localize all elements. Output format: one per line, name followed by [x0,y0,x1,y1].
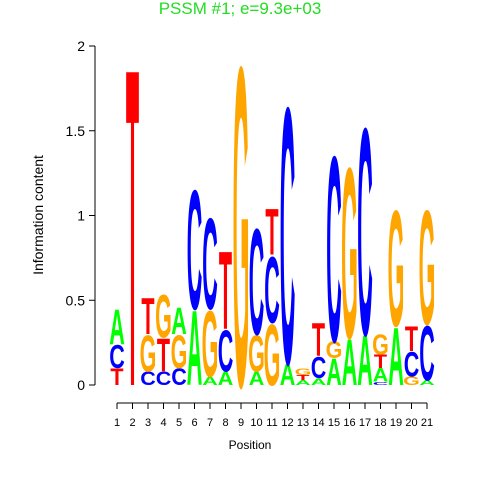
logo-letter: G [372,330,389,362]
y-tick-label: 2 [77,38,85,54]
logo-letter: A [202,374,218,388]
x-tick-label: 17 [359,417,371,429]
x-tick-label: 7 [207,417,213,429]
logo-letter: C [373,381,389,386]
x-tick-label: 3 [145,417,151,429]
logo-letter: A [109,300,125,356]
logo-letter: C [326,101,342,397]
logo-letter: A [388,310,404,403]
x-tick-label: 12 [281,417,293,429]
y-tick-label: 1 [77,208,85,224]
x-tick-label: 11 [266,417,277,429]
y-tick-label: 0.5 [66,292,86,308]
x-tick-label: 13 [297,417,309,429]
logo-letter: A [187,289,203,408]
logo-letter: T [110,364,123,390]
logo-letter: C [311,350,327,385]
logo-letter: C [109,338,125,375]
logo-letter: A [326,351,342,394]
logo-letter: T [405,320,418,360]
logo-letter: G [341,116,358,389]
x-tick-label: 18 [374,417,386,429]
logo-letter: C [404,345,420,385]
logo-letter: A [249,369,265,390]
logo-letter: G [295,366,312,377]
logo-letter: C [187,154,203,345]
x-tick-label: 20 [405,417,417,429]
x-tick-label: 2 [129,417,135,429]
logo-letter: T [126,0,139,480]
chart-title: PSSM #1; e=9.3e+03 [159,0,322,18]
logo-letter: C [218,320,234,385]
x-tick-label: 8 [222,417,228,429]
logo-letter: G [403,374,420,388]
logo-letter: C [264,237,280,343]
y-tick-label: 1.5 [66,123,86,139]
logo-letter: C [156,369,172,390]
logo-letter: T [312,314,325,367]
logo-letter: T [219,228,232,353]
x-tick-label: 1 [114,417,120,429]
logo-letter: T [296,374,309,382]
logo-letter: G [155,281,172,350]
logo-letter: G [233,0,250,480]
logo-letter: C [249,197,265,366]
logo-letter: C [202,192,218,337]
logo-letter: G [202,291,219,397]
logo-letter: A [280,357,296,392]
logo-letter: A [311,376,327,387]
x-tick-label: 15 [328,417,340,429]
logo-letter: C [140,369,156,390]
logo-letter: T [141,288,154,346]
logo-letter: G [388,177,405,362]
x-tick-label: 21 [421,417,433,429]
logo-letter: G [264,305,281,404]
logo-letter: A [218,369,234,390]
logo-letter: A [295,379,311,387]
y-tick-label: 0 [77,377,85,393]
logo-letter: A [342,326,358,400]
logo-letter: G [248,326,265,384]
logo-letter: A [171,300,187,343]
x-tick-label: 9 [238,417,244,429]
logo-letter: G [326,337,343,363]
x-tick-label: 10 [250,417,262,429]
logo-letter: G [140,326,157,384]
logo-letter: C [280,33,296,442]
logo-letter: C [419,310,435,397]
logo-letter: C [171,364,187,390]
x-tick-label: 4 [160,417,166,429]
x-tick-label: 6 [191,417,197,429]
logo-letter: T [374,352,388,373]
x-tick-label: 14 [312,417,324,429]
x-tick-label: 19 [390,417,402,429]
logo-letter: A [357,323,373,401]
x-tick-label: 16 [343,417,355,429]
y-axis-label: Information content [30,155,46,275]
x-tick-label: 5 [176,417,182,429]
x-axis-label: Position [229,438,272,452]
logo-letter: G [171,326,188,379]
logo-letter: T [157,329,170,382]
logo-letter: T [265,195,278,269]
logo-letter: G [419,177,436,359]
logo-letter: A [419,379,435,387]
logo-letter: A [373,366,389,387]
logo-letter: C [357,68,373,398]
